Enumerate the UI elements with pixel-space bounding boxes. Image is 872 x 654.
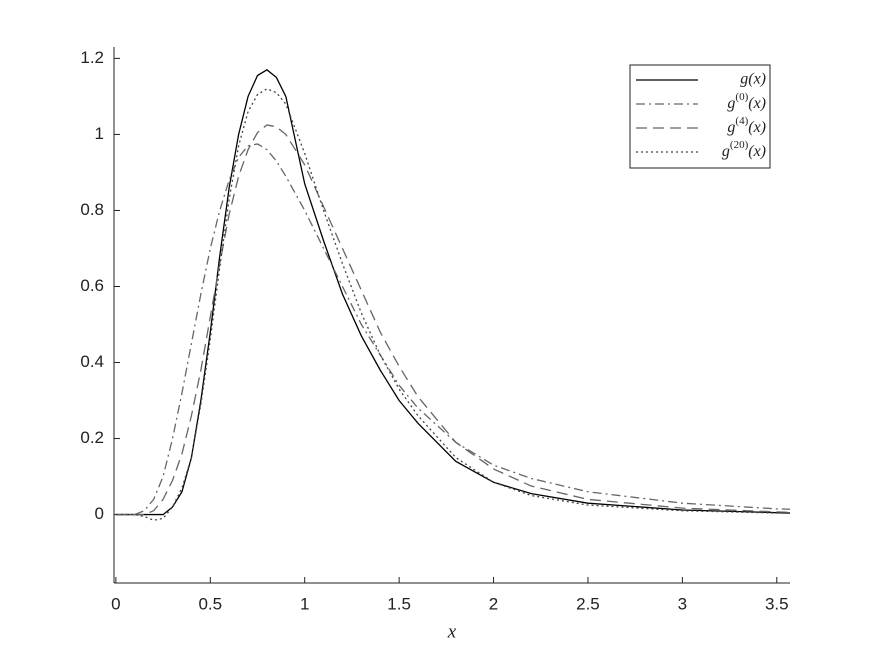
y-tick-label: 1.2: [80, 48, 104, 67]
legend-box: [629, 64, 771, 169]
x-tick-label: 1.5: [387, 594, 411, 613]
legend-label: g(0)(x): [727, 91, 766, 112]
series-line: [115, 88, 790, 521]
x-tick-label: 0: [111, 594, 120, 613]
x-tick-label: 0.5: [198, 594, 222, 613]
y-tick-label: 0.4: [80, 352, 104, 371]
x-tick-label: 1: [300, 594, 309, 613]
y-tick-label: 0.2: [80, 428, 104, 447]
y-tick-label: 0.8: [80, 200, 104, 219]
x-tick-label: 3: [678, 594, 687, 613]
series-line: [115, 143, 791, 516]
x-axis-label: x: [447, 621, 457, 642]
legend-label: g(x): [740, 71, 766, 88]
series-line: [115, 124, 791, 516]
x-tick-label: 2: [489, 594, 498, 613]
y-tick-label: 0.6: [80, 276, 104, 295]
x-tick-label: 2.5: [576, 594, 600, 613]
y-tick-label: 1: [95, 124, 104, 143]
legend-label: g(4)(x): [727, 115, 766, 136]
legend-label: g(20)(x): [722, 139, 766, 160]
y-tick-label: 0: [95, 504, 104, 523]
x-tick-label: 3.5: [765, 594, 789, 613]
